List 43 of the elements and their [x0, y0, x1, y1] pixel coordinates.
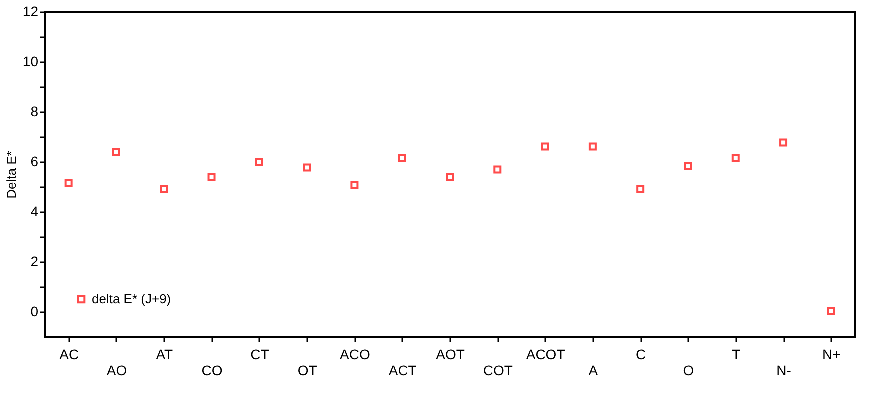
point	[732, 154, 740, 162]
x-tick-label: ACT	[388, 362, 418, 378]
x-tick-label: COT	[483, 362, 514, 378]
x-tick-label: AC	[60, 346, 80, 362]
point	[446, 174, 454, 182]
point	[684, 162, 692, 170]
x-tick-label: ACOT	[526, 346, 566, 362]
x-tick-label: ACO	[340, 346, 370, 362]
y-axis-title: Delta E*	[4, 151, 19, 199]
point	[64, 179, 73, 188]
point	[494, 166, 502, 174]
x-tick-label: AO	[106, 362, 128, 378]
point	[398, 154, 406, 162]
x-tick-label: AT	[156, 346, 174, 362]
x-tick-label: O	[683, 362, 694, 378]
y-tick-label: 2	[30, 254, 39, 270]
y-tick-label: 4	[30, 204, 39, 220]
point	[780, 138, 788, 147]
point	[208, 174, 216, 182]
y-tick-label: 8	[30, 104, 39, 120]
point	[112, 148, 120, 156]
point	[541, 142, 550, 151]
x-tick-label: CT	[250, 346, 270, 362]
point	[160, 185, 168, 194]
point	[827, 307, 836, 315]
y-tick-label: 0	[30, 304, 39, 320]
point	[255, 158, 264, 166]
y-tick-label: 6	[30, 154, 39, 170]
x-tick-label: C	[636, 346, 646, 362]
point	[636, 185, 645, 194]
x-tick-label: A	[588, 362, 599, 378]
y-tick-label: 12	[22, 4, 39, 20]
legend-label: delta E* (J+9)	[92, 292, 172, 306]
point	[303, 164, 312, 172]
x-tick-label: T	[732, 346, 742, 362]
x-tick-label: OT	[298, 362, 318, 378]
point	[350, 181, 359, 190]
x-tick-label: CO	[202, 362, 223, 378]
point	[588, 142, 597, 151]
y-tick-label: 10	[22, 54, 39, 70]
x-tick-label: N-	[776, 362, 792, 378]
x-tick-label: AOT	[436, 346, 466, 362]
x-tick-label: N+	[822, 346, 841, 362]
